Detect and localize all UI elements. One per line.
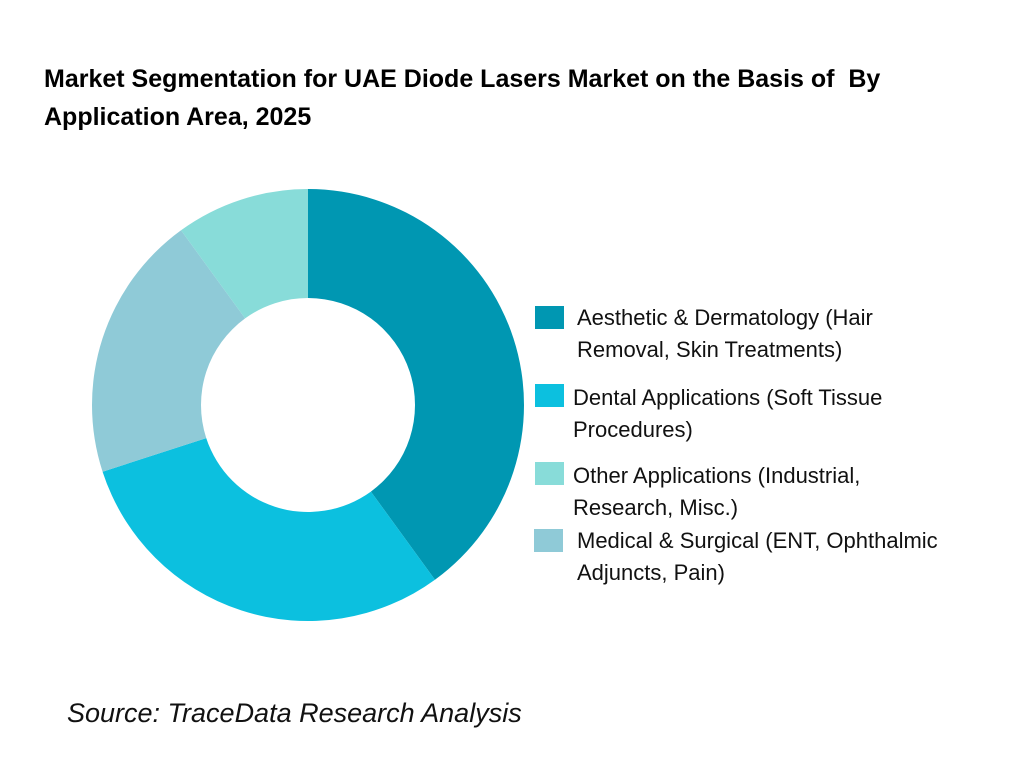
legend-label-aesthetic: Aesthetic & Dermatology (Hair Removal, Sk… — [577, 305, 873, 362]
donut-slice-1 — [102, 438, 435, 621]
legend-swatch-dental — [535, 384, 564, 407]
source-note: Source: TraceData Research Analysis — [67, 698, 522, 728]
donut-slice-2 — [92, 230, 246, 472]
legend-label-other: Other Applications (Industrial, Research,… — [573, 463, 861, 520]
legend-swatch-other — [535, 462, 564, 485]
donut-slice-3 — [181, 189, 308, 319]
legend-swatch-aesthetic — [535, 306, 564, 329]
legend-label-medical: Medical & Surgical (ENT, Ophthalmic Adjun… — [577, 528, 938, 585]
legend-swatch-medical — [534, 529, 563, 552]
donut-slice-0 — [308, 189, 524, 580]
legend-label-dental: Dental Applications (Soft Tissue Procedur… — [573, 385, 883, 442]
chart-title: Market Segmentation for UAE Diode Lasers… — [44, 65, 887, 131]
